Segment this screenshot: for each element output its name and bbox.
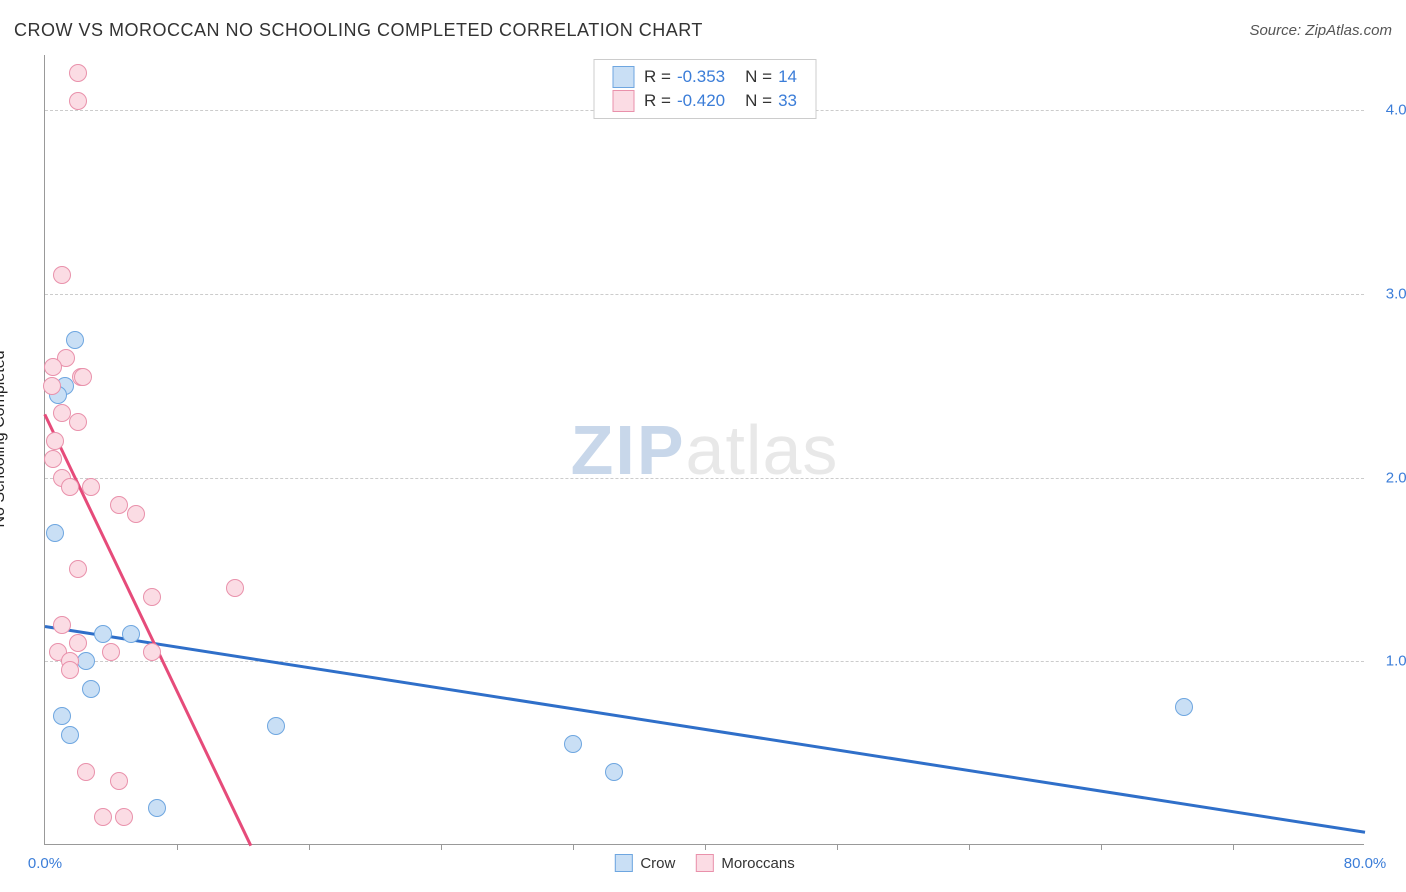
data-point: [69, 560, 87, 578]
y-tick-label: 3.0%: [1370, 285, 1406, 302]
y-tick-label: 2.0%: [1370, 469, 1406, 486]
chart-header: CROW VS MOROCCAN NO SCHOOLING COMPLETED …: [14, 20, 1392, 41]
data-point: [61, 478, 79, 496]
series-legend: Crow Moroccans: [614, 854, 794, 872]
data-point: [564, 735, 582, 753]
legend-row-moroccans: R = -0.420 N = 33: [612, 90, 797, 112]
data-point: [127, 505, 145, 523]
x-tick: [441, 844, 442, 850]
data-point: [53, 707, 71, 725]
data-point: [77, 763, 95, 781]
data-point: [46, 524, 64, 542]
chart-title: CROW VS MOROCCAN NO SCHOOLING COMPLETED …: [14, 20, 703, 41]
chart-plot-area: ZIPatlas R = -0.353 N = 14 R = -0.420 N …: [44, 55, 1364, 845]
data-point: [82, 478, 100, 496]
n-value: 14: [778, 67, 797, 87]
data-point: [46, 432, 64, 450]
y-axis-label: No Schooling Completed: [0, 351, 9, 528]
legend-row-crow: R = -0.353 N = 14: [612, 66, 797, 88]
data-point: [1175, 698, 1193, 716]
data-point: [69, 413, 87, 431]
data-point: [69, 634, 87, 652]
data-point: [61, 726, 79, 744]
x-tick: [705, 844, 706, 850]
data-point: [110, 772, 128, 790]
legend-swatch-icon: [614, 854, 632, 872]
x-tick: [573, 844, 574, 850]
data-point: [77, 652, 95, 670]
x-tick: [309, 844, 310, 850]
data-point: [148, 799, 166, 817]
gridline: [45, 661, 1364, 662]
legend-label: Crow: [640, 855, 675, 872]
chart-source: Source: ZipAtlas.com: [1249, 22, 1392, 39]
x-tick: [177, 844, 178, 850]
x-tick-label: 0.0%: [28, 855, 62, 872]
data-point: [44, 450, 62, 468]
r-value: -0.420: [677, 91, 725, 111]
y-tick-label: 1.0%: [1370, 653, 1406, 670]
data-point: [143, 643, 161, 661]
data-point: [82, 680, 100, 698]
data-point: [44, 358, 62, 376]
gridline: [45, 478, 1364, 479]
data-point: [102, 643, 120, 661]
legend-swatch-icon: [695, 854, 713, 872]
gridline: [45, 294, 1364, 295]
x-tick: [837, 844, 838, 850]
legend-item-crow: Crow: [614, 854, 675, 872]
legend-swatch-crow: [612, 66, 634, 88]
data-point: [94, 625, 112, 643]
data-point: [115, 808, 133, 826]
data-point: [267, 717, 285, 735]
data-point: [122, 625, 140, 643]
legend-swatch-moroccans: [612, 90, 634, 112]
data-point: [66, 331, 84, 349]
n-label: N =: [745, 67, 772, 87]
legend-item-moroccans: Moroccans: [695, 854, 794, 872]
r-label: R =: [644, 67, 671, 87]
data-point: [69, 64, 87, 82]
x-tick-label: 80.0%: [1344, 855, 1387, 872]
legend-label: Moroccans: [721, 855, 794, 872]
data-point: [43, 377, 61, 395]
data-point: [69, 92, 87, 110]
data-point: [74, 368, 92, 386]
data-point: [226, 579, 244, 597]
data-point: [53, 404, 71, 422]
data-point: [61, 661, 79, 679]
data-point: [94, 808, 112, 826]
y-tick-label: 4.0%: [1370, 102, 1406, 119]
n-value: 33: [778, 91, 797, 111]
n-label: N =: [745, 91, 772, 111]
r-value: -0.353: [677, 67, 725, 87]
data-point: [53, 266, 71, 284]
r-label: R =: [644, 91, 671, 111]
trend-line: [45, 625, 1365, 833]
x-tick: [1233, 844, 1234, 850]
x-tick: [969, 844, 970, 850]
data-point: [605, 763, 623, 781]
data-point: [110, 496, 128, 514]
data-point: [143, 588, 161, 606]
correlation-legend: R = -0.353 N = 14 R = -0.420 N = 33: [593, 59, 816, 119]
data-point: [53, 616, 71, 634]
x-tick: [1101, 844, 1102, 850]
